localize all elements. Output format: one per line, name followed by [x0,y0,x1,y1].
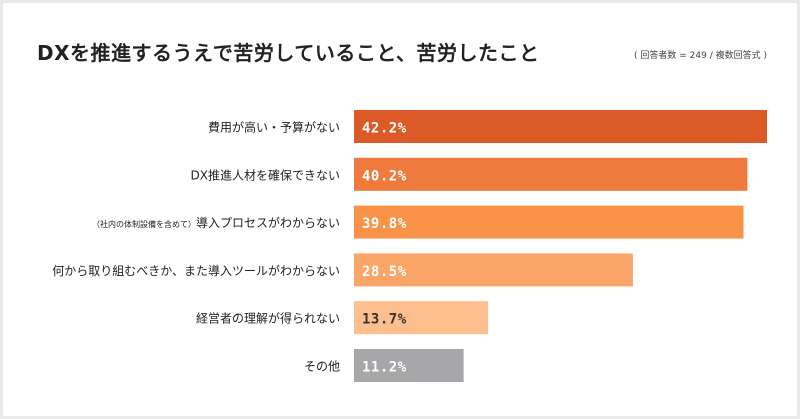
bar-value-label: 42.2% [362,121,407,137]
bar-value-label: 39.8% [362,216,407,232]
category-label-text: 費用が高い・予算がない [208,120,340,135]
category-label-prefix: （社内の体制設備を含めて） [92,219,196,229]
bar-value-label: 11.2% [362,360,407,376]
category-label-text: 導入プロセスがわからない [196,215,340,230]
category-label-text: 何から取り組むべきか、また導入ツールがわからない [52,263,340,278]
bar-value-label: 28.5% [362,264,407,280]
bar [354,157,748,191]
bar-value-label: 40.2% [362,168,407,184]
category-label: 費用が高い・予算がない [208,120,340,135]
category-label: DX推進人材を確保できない [191,167,340,182]
bar [354,253,633,287]
category-label: 経営者の理解が得られない [196,311,340,326]
category-label: その他 [304,360,340,374]
bar [354,205,744,239]
bar-value-label: 13.7% [362,312,407,328]
bar [354,301,489,335]
bar [354,349,464,382]
respondent-note: ( 回答者数 = 249 / 複数回答式 ) [634,51,767,61]
category-label-text: DX推進人材を確保できない [191,167,340,182]
category-label: （社内の体制設備を含めて）導入プロセスがわからない [92,215,340,230]
category-label-text: その他 [304,360,340,374]
category-label: 何から取り組むべきか、また導入ツールがわからない [52,263,340,278]
chart-title: DXを推進するうえで苦労していること、苦労したこと [37,41,540,65]
bar [354,110,767,143]
category-label-text: 経営者の理解が得られない [196,311,340,326]
